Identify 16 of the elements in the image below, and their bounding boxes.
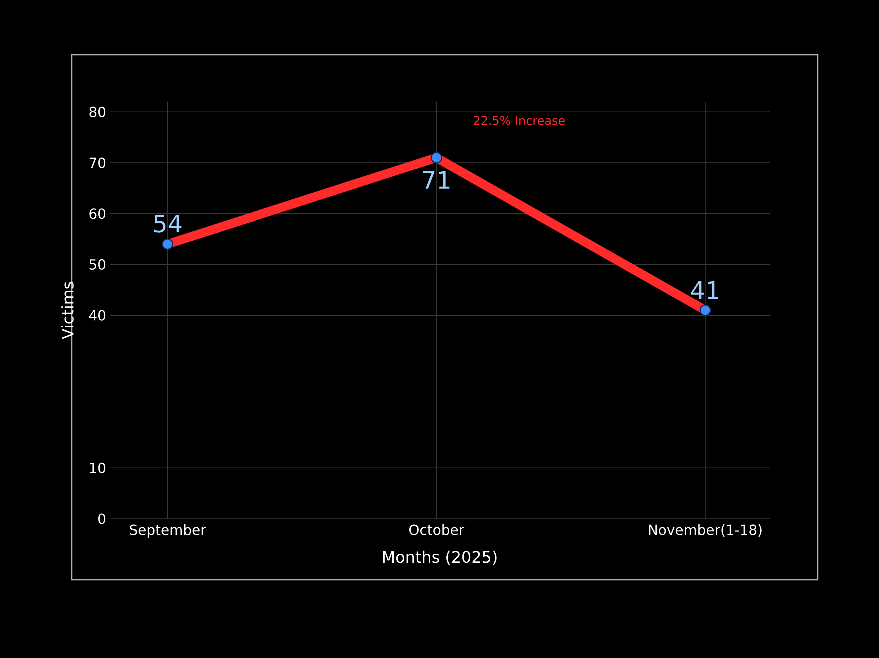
x-tick-label: September	[130, 524, 206, 538]
y-tick-label: 70	[90, 158, 106, 168]
y-tick-label: 80	[90, 106, 106, 118]
y-tick-label: 50	[90, 259, 106, 270]
annotation: 22.5% Increase	[474, 116, 565, 126]
data-label: 54	[154, 215, 182, 233]
data-label: 71	[423, 171, 450, 189]
y-tick-label: 0	[98, 514, 106, 524]
x-tick-label: November(1-18)	[649, 524, 762, 537]
y-tick-label: 40	[89, 310, 106, 321]
data-label: 41	[691, 282, 718, 299]
x-axis-title: Months (2025)	[383, 550, 497, 566]
y-tick-label: 10	[90, 462, 106, 474]
x-tick-label: October	[410, 524, 465, 536]
y-tick-label: 60	[90, 208, 106, 220]
y-axis-title: Victims	[62, 282, 74, 340]
